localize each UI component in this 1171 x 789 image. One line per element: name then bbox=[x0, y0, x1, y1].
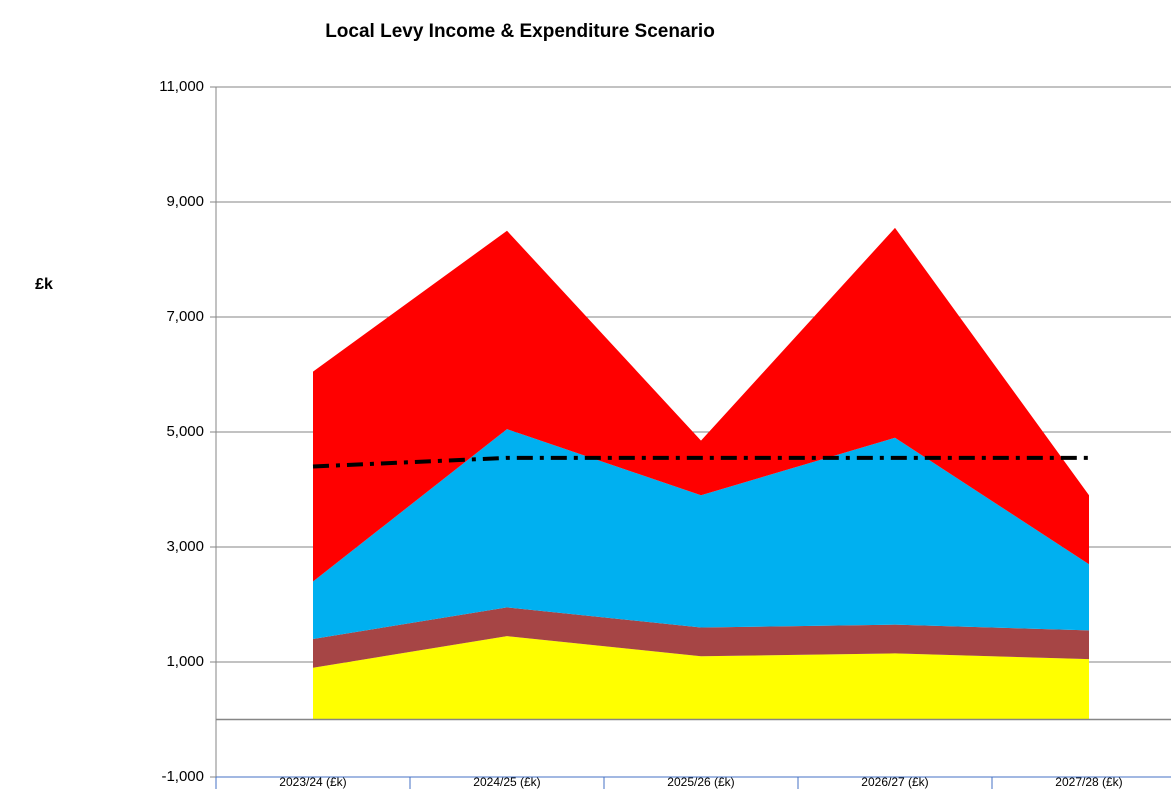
y-tick-label: -1,000 bbox=[161, 768, 204, 785]
y-tick-label: 9,000 bbox=[166, 193, 204, 210]
y-tick-label: 1,000 bbox=[166, 653, 204, 670]
x-tick-label: 2026/27 (£k) bbox=[861, 775, 928, 789]
chart-title: Local Levy Income & Expenditure Scenario bbox=[325, 21, 715, 42]
x-tick-label: 2024/25 (£k) bbox=[473, 775, 540, 789]
y-tick-label: 11,000 bbox=[159, 78, 204, 95]
area bbox=[313, 607, 1089, 668]
y-axis-label: £k bbox=[35, 276, 53, 293]
area bbox=[313, 636, 1089, 720]
x-tick-label: 2023/24 (£k) bbox=[279, 775, 346, 789]
line bbox=[312, 455, 1089, 469]
y-tick-label: 3,000 bbox=[166, 538, 204, 555]
x-tick-label: 2027/28 (£k) bbox=[1055, 775, 1122, 789]
area bbox=[313, 227, 1089, 582]
y-tick-label: 7,000 bbox=[166, 308, 204, 325]
x-tick-label: 2025/26 (£k) bbox=[667, 775, 734, 789]
y-tick-label: 5,000 bbox=[166, 423, 204, 440]
area bbox=[313, 429, 1089, 639]
